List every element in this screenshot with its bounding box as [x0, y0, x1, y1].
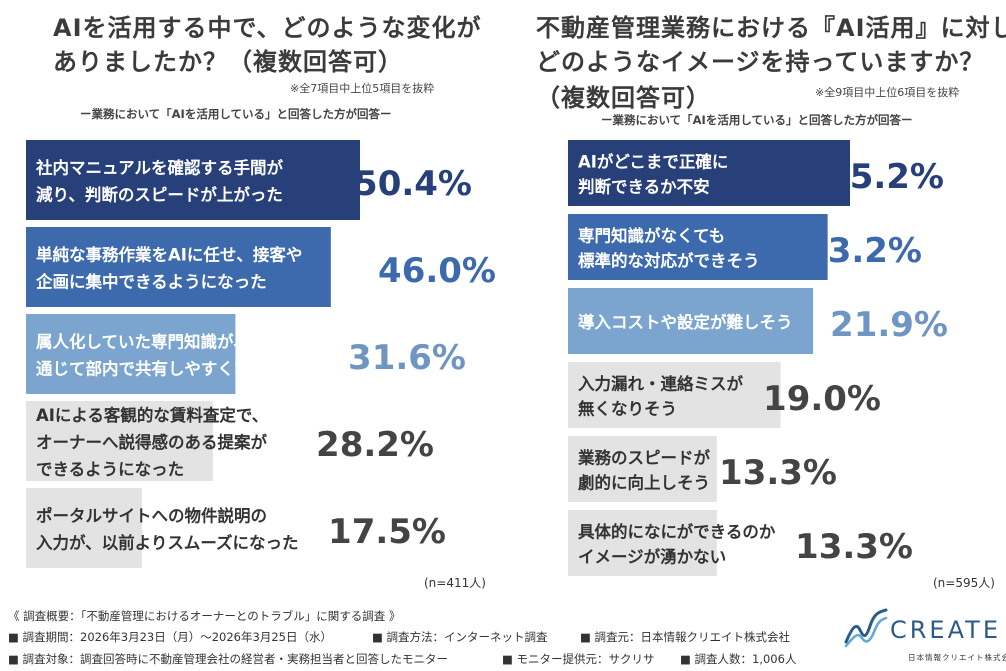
bar — [26, 314, 236, 394]
category-label: 業務のスピードが — [578, 448, 711, 468]
category-label: AIによる客観的な賃料査定で、 — [36, 405, 268, 425]
footer-survey-method: ■ 調査方法：インターネット調査 — [372, 630, 548, 644]
bar — [568, 362, 781, 428]
bar — [568, 214, 828, 280]
left-chart-panel: AIを活用する中で、どのような変化が ありましたか？（複数回答可） ※全7項目中… — [0, 0, 503, 600]
category-label: できるようになった — [36, 460, 184, 479]
bar — [568, 288, 814, 354]
bar — [26, 401, 213, 481]
value-label: 13.3% — [795, 527, 913, 567]
category-label: 劇的に向上しそう — [578, 473, 710, 493]
category-label: 入力漏れ・連絡ミスが — [578, 374, 744, 394]
footer-survey-count: ■ 調査人数：1,006人 — [680, 652, 797, 666]
right-title-suffix: （複数回答可） — [536, 84, 711, 112]
company-logo: CREATE 日本情報クリエイト株式会社 — [844, 606, 1006, 668]
category-label: 社内マニュアルを確認する手間が — [35, 158, 284, 178]
footer-survey-period: ■ 調査期間：2026年3月23日（月）～2026年3月25日（水） — [8, 630, 332, 644]
value-label: 23.2% — [804, 231, 922, 271]
category-label: 属人化していた専門知識が、AIを — [36, 332, 285, 352]
right-chart-panel: 不動産管理業務における『AI活用』に対し、 どのようなイメージを持っていますか？… — [503, 0, 1006, 600]
category-label: 具体的になにができるのか — [578, 522, 776, 542]
right-note: ※全9項目中上位6項目を抜粋 — [815, 86, 960, 99]
footer-survey-target: ■ 調査対象：調査回答時に不動産管理会社の経営者・実務担当者と回答したモニター — [8, 652, 449, 666]
category-label: 標準的な対応ができそう — [578, 251, 760, 271]
bar — [568, 140, 850, 206]
category-label: AIがどこまで正確に — [578, 152, 728, 172]
logo-company-name: 日本情報クリエイト株式会社 — [908, 653, 1006, 662]
right-title-line-1: 不動産管理業務における『AI活用』に対し、 — [536, 14, 1006, 42]
survey-footer: 《 調査概要：「不動産管理におけるオーナーとのトラブル」に関する調査 》 ■ 調… — [0, 600, 1006, 671]
value-label: 17.5% — [328, 512, 446, 552]
category-label: 企画に集中できるようになった — [35, 272, 267, 292]
category-label: 無くなりそう — [578, 399, 677, 419]
bar — [26, 488, 142, 568]
category-label: 判断できるか不安 — [578, 177, 710, 197]
right-title-line-2: どのようなイメージを持っていますか？ — [536, 48, 985, 76]
left-subtitle: ー業務において「AIを活用している」と回答した方が回答ー — [80, 107, 392, 121]
category-label: 通じて部内で共有しやすくなった — [36, 359, 283, 379]
bar — [568, 436, 717, 502]
bar-group: 導入コストや設定が難しそう 21.9% — [568, 288, 948, 354]
category-label: イメージが湧かない — [578, 547, 726, 567]
bar — [26, 140, 360, 220]
value-label: 19.0% — [763, 379, 881, 419]
bar — [26, 227, 331, 307]
category-label: 減り、判断のスピードが上がった — [36, 185, 283, 205]
value-label: 28.2% — [316, 425, 434, 465]
wave-logo-icon — [844, 608, 888, 648]
left-title-line-1: AIを活用する中で、どのような変化が — [53, 14, 482, 42]
value-label: 50.4% — [354, 164, 472, 204]
footer-monitor-provider: ■ モニター提供元：サクリサ — [502, 652, 655, 666]
left-title-line-2: ありましたか？（複数回答可） — [53, 48, 403, 76]
bar — [568, 510, 717, 576]
right-subtitle: ー業務において「AIを活用している」と回答した方が回答ー — [601, 113, 913, 127]
value-label: 21.9% — [830, 305, 948, 345]
right-sample-size: (n=595人) — [933, 576, 995, 590]
category-label: 入力が、以前よりスムーズになった — [36, 533, 299, 553]
value-label: 13.3% — [719, 453, 837, 493]
category-label: オーナーへ説得感のある提案が — [36, 432, 268, 452]
logo-wordmark: CREATE — [890, 616, 1001, 644]
category-label: 導入コストや設定が難しそう — [578, 312, 793, 332]
value-label: 31.6% — [348, 338, 466, 378]
footer-survey-source: ■ 調査元：日本情報クリエイト株式会社 — [580, 630, 791, 644]
value-label: 25.2% — [826, 157, 944, 197]
value-label: 46.0% — [378, 251, 496, 291]
footer-survey-overview: 《 調査概要：「不動産管理におけるオーナーとのトラブル」に関する調査 》 — [8, 609, 401, 623]
category-label: 単純な事務作業をAIに任せ、接客や — [36, 245, 302, 265]
left-sample-size: (n=411人) — [424, 576, 486, 590]
left-note: ※全7項目中上位5項目を抜粋 — [290, 82, 435, 95]
category-label: ポータルサイトへの物件説明の — [36, 506, 267, 526]
category-label: 専門知識がなくても — [578, 226, 725, 246]
